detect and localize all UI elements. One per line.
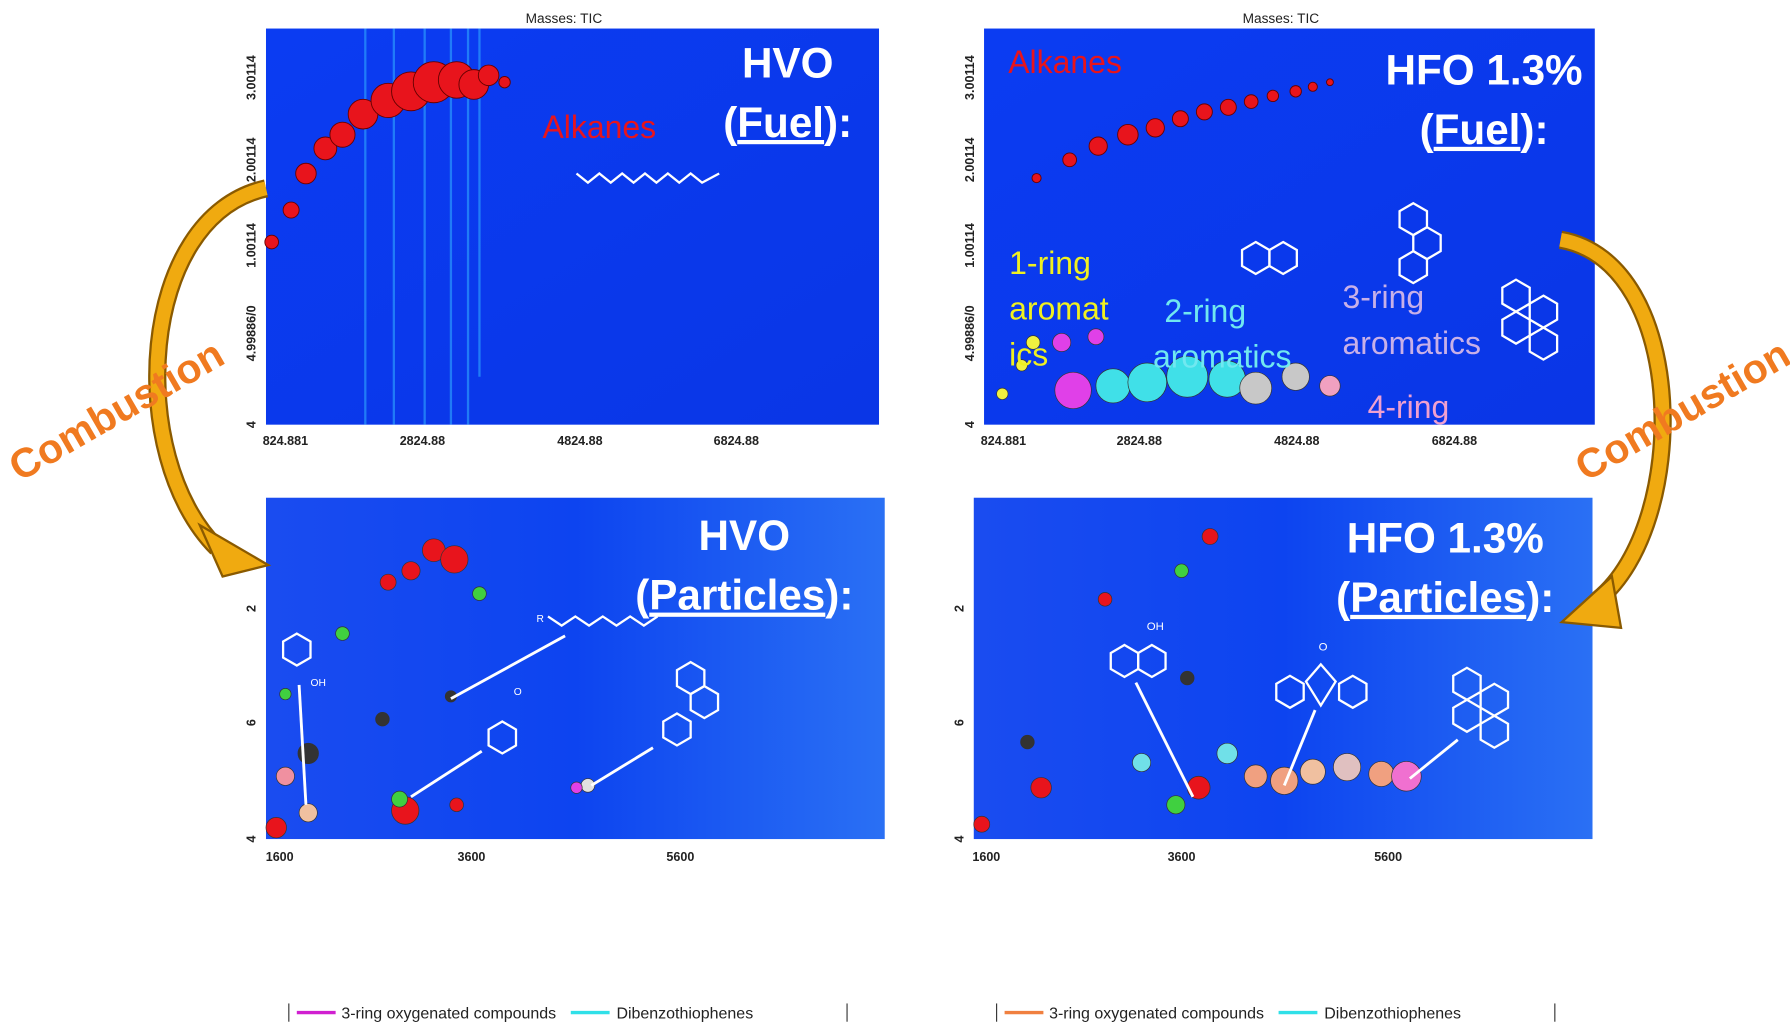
arrow-right: Combustion: [1558, 230, 1790, 630]
y-tick-label: 1.00114: [245, 223, 259, 268]
x-tick-label: 6824.88: [714, 434, 759, 448]
y-tick-label: 2: [952, 605, 966, 612]
y-tick-label: 2.00114: [245, 137, 259, 182]
panel-label: (Particles):: [635, 572, 853, 619]
panel-label: HVO: [699, 512, 791, 559]
annotation: ics: [1009, 336, 1048, 372]
y-tick-label: 4.99886/0: [245, 305, 259, 361]
legend-right: 3-ring oxygenated compounds Dibenzothiop…: [996, 1003, 1556, 1022]
panel-hfo-fuel: Masses: TIC Alkanes 1-ring aromat ics 2-…: [963, 11, 1595, 448]
y-tick-label: 6: [245, 719, 259, 726]
y-tick-label: 4: [963, 421, 977, 428]
legend-label: 3-ring oxygenated compounds: [1049, 1005, 1264, 1022]
annotation: OH: [1147, 621, 1164, 633]
alkane-structure: [547, 615, 659, 627]
paren: ):: [825, 572, 853, 619]
plot-area: [984, 28, 1595, 425]
panel-label: HFO 1.3%: [1347, 515, 1544, 562]
y-tick-label: 6: [952, 719, 966, 726]
annotation: aromatics: [1153, 339, 1292, 375]
plot-area: [265, 28, 880, 425]
annotation: Alkanes: [542, 109, 656, 145]
bubbles: [1031, 78, 1334, 184]
underlined: Particles: [1350, 574, 1526, 621]
x-tick-label: 2824.88: [1117, 434, 1162, 448]
paren: (: [1336, 574, 1351, 621]
x-tick-label: 3600: [1168, 850, 1196, 864]
y-tick-label: 4: [952, 836, 966, 843]
annotation: aromat: [1009, 291, 1109, 327]
x-tick-label: 6824.88: [1432, 434, 1477, 448]
annotation: 1-ring: [1009, 245, 1091, 281]
panel-hvo-particles: R OH O HVO (Particles): 1600 3600 5600 2…: [245, 497, 885, 864]
ring-structure: [487, 720, 518, 755]
panel-label: (Fuel):: [1420, 106, 1549, 153]
paren: (: [1420, 106, 1435, 153]
x-tick-label: 5600: [666, 850, 694, 864]
y-tick-label: 1.00114: [963, 223, 977, 268]
underlined: Fuel: [1434, 106, 1521, 153]
annotation: 2-ring: [1164, 293, 1246, 329]
ring-structure: [281, 632, 312, 667]
paren: (: [723, 99, 738, 146]
paren: (: [635, 572, 650, 619]
panel-label: (Fuel):: [723, 99, 852, 146]
annotation: O: [1319, 642, 1328, 654]
annotation: Alkanes: [1008, 44, 1122, 80]
y-tick-label: 2: [245, 605, 259, 612]
x-tick-label: 3600: [458, 850, 486, 864]
pointer-lines: [1134, 682, 1459, 798]
panel-hfo-particles: OH O HFO 1.3% (Particles): 1600 3600 560…: [952, 497, 1593, 864]
bubbles: [996, 328, 1341, 410]
x-tick-label: 4824.88: [557, 434, 602, 448]
legend-label: Dibenzothiophenes: [616, 1005, 753, 1022]
annotation: OH: [311, 678, 326, 689]
arrow-left: Combustion: [1, 179, 272, 578]
ring-structures: [662, 660, 720, 747]
ring-structures: [1240, 201, 1559, 361]
paren: ):: [1526, 574, 1554, 621]
underlined: Fuel: [737, 99, 824, 146]
arrow-label: Combustion: [1567, 330, 1790, 490]
panel-title: Masses: TIC: [526, 11, 603, 26]
legend-left: 3-ring oxygenated compounds Dibenzothiop…: [288, 1003, 848, 1022]
y-tick-label: 4.99886/0: [963, 305, 977, 361]
annotation: O: [514, 687, 522, 698]
annotation: 4-ring: [1368, 389, 1450, 425]
annotation: aromatics: [1343, 325, 1482, 361]
x-tick-label: 824.881: [981, 434, 1026, 448]
x-tick-label: 824.881: [263, 434, 308, 448]
panel-hvo-fuel: Masses: TIC Alkanes HVO (Fuel): 824.881 …: [245, 11, 880, 448]
y-tick-label: 3.00114: [963, 55, 977, 100]
alkane-structure: [575, 172, 720, 185]
bubbles: [973, 528, 1422, 833]
annotation: R: [537, 614, 544, 625]
x-tick-label: 2824.88: [400, 434, 445, 448]
y-tick-label: 2.00114: [963, 137, 977, 182]
paren: ):: [824, 99, 852, 146]
legend-label: Dibenzothiophenes: [1324, 1005, 1461, 1022]
pointer-lines: [297, 634, 654, 805]
x-tick-label: 1600: [972, 850, 1000, 864]
ring-structures: [1109, 643, 1510, 750]
x-tick-label: 1600: [266, 850, 294, 864]
x-tick-label: 4824.88: [1274, 434, 1319, 448]
bubbles: [265, 538, 596, 839]
panel-label: HFO 1.3%: [1386, 46, 1583, 93]
y-tick-label: 3.00114: [245, 55, 259, 100]
underlined: Particles: [649, 572, 825, 619]
legend-label: 3-ring oxygenated compounds: [341, 1005, 556, 1022]
arrow-label: Combustion: [1, 330, 231, 490]
bubbles: [264, 61, 511, 250]
panel-title: Masses: TIC: [1243, 11, 1320, 26]
x-tick-label: 5600: [1374, 850, 1402, 864]
panel-label: HVO: [742, 40, 834, 87]
y-tick-label: 4: [245, 421, 259, 428]
y-tick-label: 4: [245, 836, 259, 843]
paren: ):: [1520, 106, 1548, 153]
panel-label: (Particles):: [1336, 574, 1554, 621]
annotation: 3-ring: [1343, 279, 1425, 315]
